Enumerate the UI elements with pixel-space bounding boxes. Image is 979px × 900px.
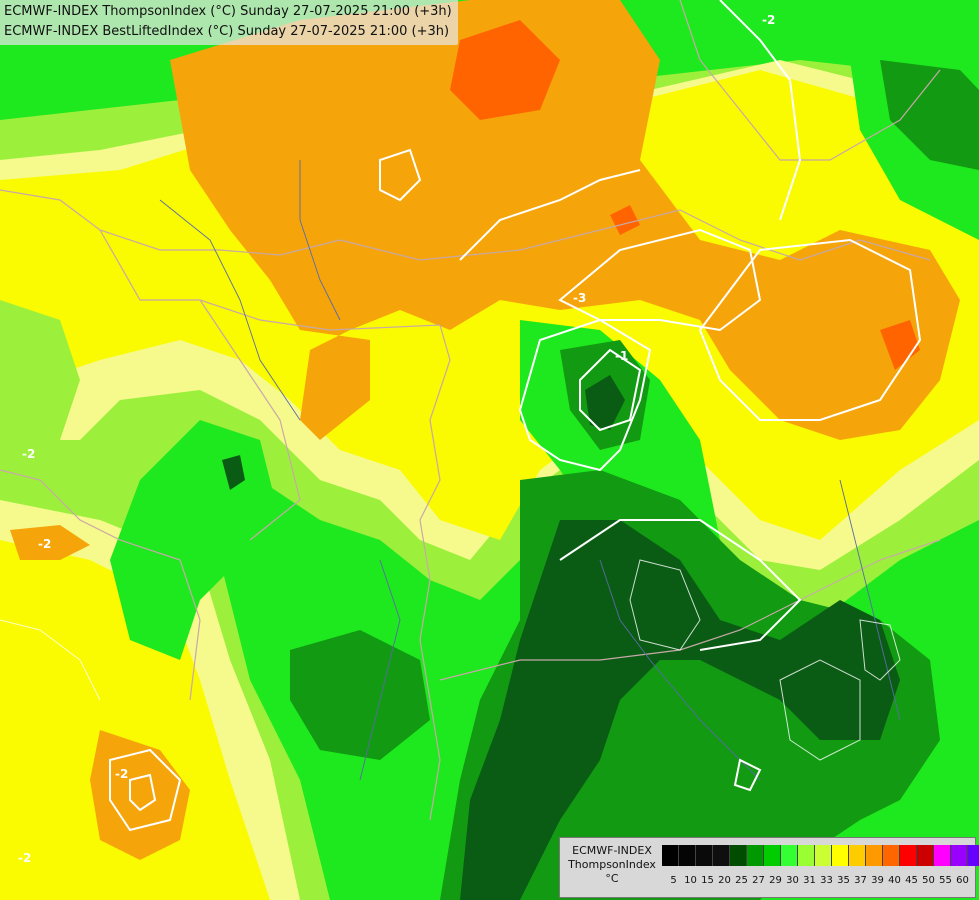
legend-tick-label: 60 [956,875,969,886]
legend-swatch [951,845,968,866]
legend-tick-label: 55 [939,875,952,886]
contour-label: -2 [38,537,51,551]
legend-swatch [917,845,934,866]
orange-region-north [170,0,960,440]
legend-tick-label: 15 [701,875,714,886]
map-title-box: ECMWF-INDEX ThompsonIndex (°C) Sunday 27… [0,0,458,45]
legend-unit: °C [605,872,619,885]
legend-swatch [832,845,849,866]
legend-tick-label: 10 [684,875,697,886]
contour-label: -2 [22,447,35,461]
mid-green-region-w [290,630,430,760]
legend-swatch [900,845,917,866]
mid-green-region-ne [880,60,979,170]
legend-tick-label: 33 [820,875,833,886]
red-orange-region-c [610,205,640,235]
legend-swatch [730,845,747,866]
legend-tick-label: 30 [786,875,799,886]
legend-tick-label: 45 [905,875,918,886]
legend-swatch [815,845,832,866]
legend-tick-label: 37 [854,875,867,886]
contour-lines [109,0,922,832]
legend-tick-label: 5 [670,875,677,886]
legend-tick-label: 29 [769,875,782,886]
legend-tick-label: 25 [735,875,748,886]
legend-tick-label: 50 [922,875,935,886]
dark-green-region-n [585,375,625,430]
contour-label-group: -2 -2 -2 -2 -2 -3 -1 [18,13,775,865]
orange-region-sw [90,730,190,860]
green-region-w [0,300,80,450]
red-orange-region [450,20,560,120]
orange-region-w [10,525,90,560]
legend-swatch [662,845,679,866]
country-borders [0,0,941,821]
dark-green-region [460,520,900,900]
legend-swatch [696,845,713,866]
legend-tick-label: 35 [837,875,850,886]
map-title-line-2: ECMWF-INDEX BestLiftedIndex (°C) Sunday … [4,24,450,39]
legend-swatch [866,845,883,866]
contour-lines-thin [0,559,901,761]
contour-label: -1 [615,349,628,363]
contour-label: -3 [573,291,586,305]
legend-title-line-2: ThompsonIndex [568,858,656,871]
contour-label: -2 [18,851,31,865]
legend-swatch [764,845,781,866]
legend-swatch [798,845,815,866]
legend-tick-label: 31 [803,875,816,886]
contour-label: -2 [115,767,128,781]
legend-swatch [747,845,764,866]
dark-green-region-w [222,455,245,490]
legend-tick-label: 20 [718,875,731,886]
yellow-region-sw [0,540,270,900]
legend-tick-label: 27 [752,875,765,886]
legend-swatch [713,845,730,866]
color-legend: ECMWF-INDEX ThompsonIndex °C 5 10 15 20 25 27… [559,837,979,898]
contour-label: -2 [762,13,775,27]
legend-title-line-1: ECMWF-INDEX [572,844,652,857]
legend-swatch [968,845,979,866]
legend-swatch [934,845,951,866]
map-title-line-1: ECMWF-INDEX ThompsonIndex (°C) Sunday 27… [4,4,452,19]
legend-swatch [883,845,900,866]
legend-swatch [679,845,696,866]
legend-swatch [781,845,798,866]
legend-ticks: 5 10 15 20 25 27 29 30 31 33 35 37 39 40 45 50 55 60 [665,875,971,887]
legend-tick-label: 39 [871,875,884,886]
red-orange-region-e [880,320,920,370]
legend-title: ECMWF-INDEX ThompsonIndex °C [563,844,661,886]
rivers [159,160,901,781]
legend-swatch [849,845,866,866]
legend-tick-label: 40 [888,875,901,886]
legend-swatches [662,845,979,866]
